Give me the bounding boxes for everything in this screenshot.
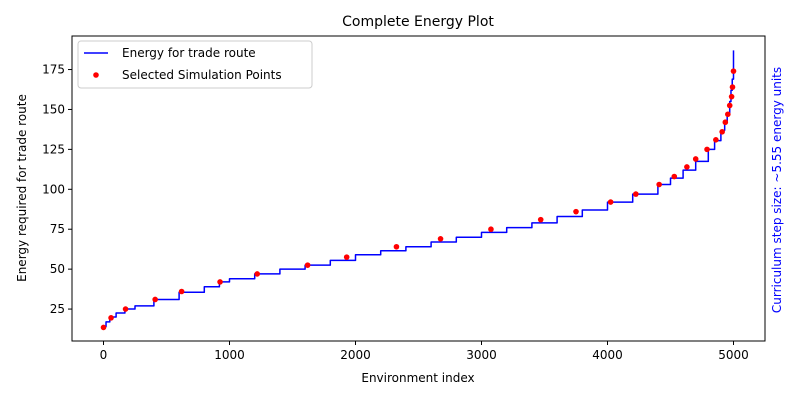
- y-tick-label: 75: [50, 222, 65, 236]
- legend-label-line: Energy for trade route: [122, 46, 256, 60]
- x-tick-label: 5000: [718, 348, 749, 362]
- x-tick-label: 4000: [592, 348, 623, 362]
- simulation-point: [607, 199, 614, 205]
- simulation-point: [725, 111, 731, 118]
- x-tick-label: 2000: [340, 348, 371, 362]
- simulation-point: [730, 68, 737, 74]
- y-tick-label: 175: [42, 63, 65, 77]
- simulation-point: [719, 129, 725, 135]
- x-axis-label: Environment index: [361, 371, 474, 385]
- x-tick-label: 1000: [214, 348, 245, 362]
- simulation-point: [254, 271, 261, 277]
- simulation-point: [537, 216, 544, 223]
- simulation-point: [722, 119, 729, 126]
- simulation-point: [178, 288, 185, 295]
- x-tick-label: 0: [100, 348, 108, 362]
- simulation-point: [573, 208, 579, 215]
- x-tick-label: 3000: [466, 348, 497, 362]
- step-size-label: Curriculum step size: ~5.55 energy units: [770, 67, 784, 313]
- simulation-point: [692, 156, 699, 162]
- simulation-point: [343, 254, 350, 260]
- y-tick-label: 25: [50, 302, 65, 316]
- legend-point-swatch: [93, 72, 99, 78]
- simulation-point: [393, 243, 400, 250]
- simulation-point: [437, 236, 444, 242]
- energy-line: [103, 50, 735, 328]
- legend-box: [77, 40, 313, 89]
- axes-frame: [71, 35, 766, 342]
- legend: Energy for trade route Selected Simulati…: [77, 40, 313, 89]
- simulation-point: [217, 279, 223, 285]
- simulation-point: [488, 226, 494, 233]
- simulation-point: [704, 146, 710, 153]
- simulation-point: [108, 315, 114, 321]
- y-tick-label: 50: [50, 262, 65, 276]
- simulation-point: [100, 324, 107, 331]
- simulation-point: [671, 173, 678, 180]
- y-tick-label: 125: [42, 142, 65, 156]
- legend-label-points: Selected Simulation Points: [122, 68, 282, 82]
- x-axis-ticks: 0 1000 2000 3000 4000 5000: [100, 341, 749, 362]
- simulation-point: [729, 84, 736, 90]
- y-tick-label: 150: [42, 102, 65, 116]
- simulation-point: [656, 181, 662, 188]
- simulation-point: [726, 102, 733, 109]
- chart-title: Complete Energy Plot: [342, 14, 494, 30]
- y-axis-label: Energy required for trade route: [15, 94, 29, 282]
- plot-area: [100, 50, 737, 331]
- simulation-point: [684, 164, 690, 170]
- y-axis-ticks: 25 50 75 100 125 150 175: [42, 63, 72, 316]
- simulation-point: [304, 262, 311, 268]
- y-tick-label: 100: [42, 182, 65, 196]
- simulation-point: [633, 191, 639, 197]
- simulation-point: [152, 296, 158, 303]
- simulation-point: [728, 93, 735, 100]
- simulation-point: [122, 306, 129, 312]
- simulation-point: [713, 137, 719, 143]
